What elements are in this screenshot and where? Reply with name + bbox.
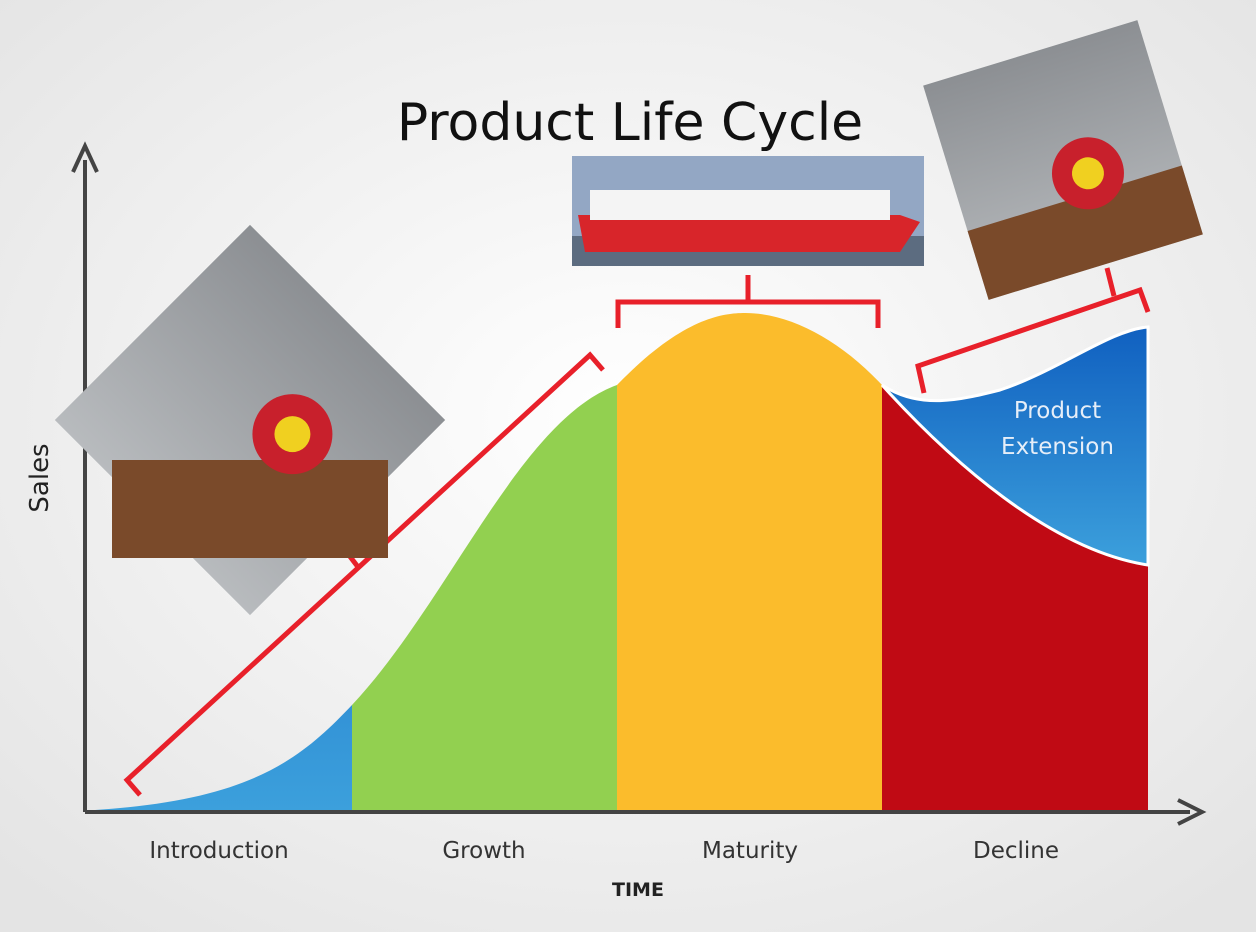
stage-label: Decline: [973, 838, 1059, 864]
stage-label: Introduction: [149, 838, 288, 864]
ferry-deck: [590, 190, 890, 220]
y-arrow: [71, 141, 99, 173]
ship-photo: [923, 20, 1203, 300]
extension-area: [880, 325, 1150, 567]
ferry-hull: [578, 215, 920, 252]
x-arrow: [1177, 798, 1207, 826]
stage-label: Maturity: [702, 838, 798, 864]
extension-label: Product Extension: [1001, 398, 1114, 460]
bracket: [915, 267, 1151, 394]
bracket: [615, 275, 881, 328]
x-axis-label: TIME: [612, 879, 664, 901]
ship-figurehead: [1071, 157, 1104, 190]
ship-hull: [967, 165, 1203, 300]
extension-label-box: Product Extension: [1001, 398, 1114, 460]
ship-hull: [112, 460, 388, 558]
title: Product Life Cycle: [397, 93, 863, 153]
stage-label: Growth: [442, 838, 525, 864]
ship-figurehead: [274, 416, 311, 453]
brackets: [123, 267, 1151, 797]
y-axis-label: Sales: [25, 443, 55, 512]
curve-areas: [95, 313, 1150, 812]
axes: [71, 141, 1207, 826]
